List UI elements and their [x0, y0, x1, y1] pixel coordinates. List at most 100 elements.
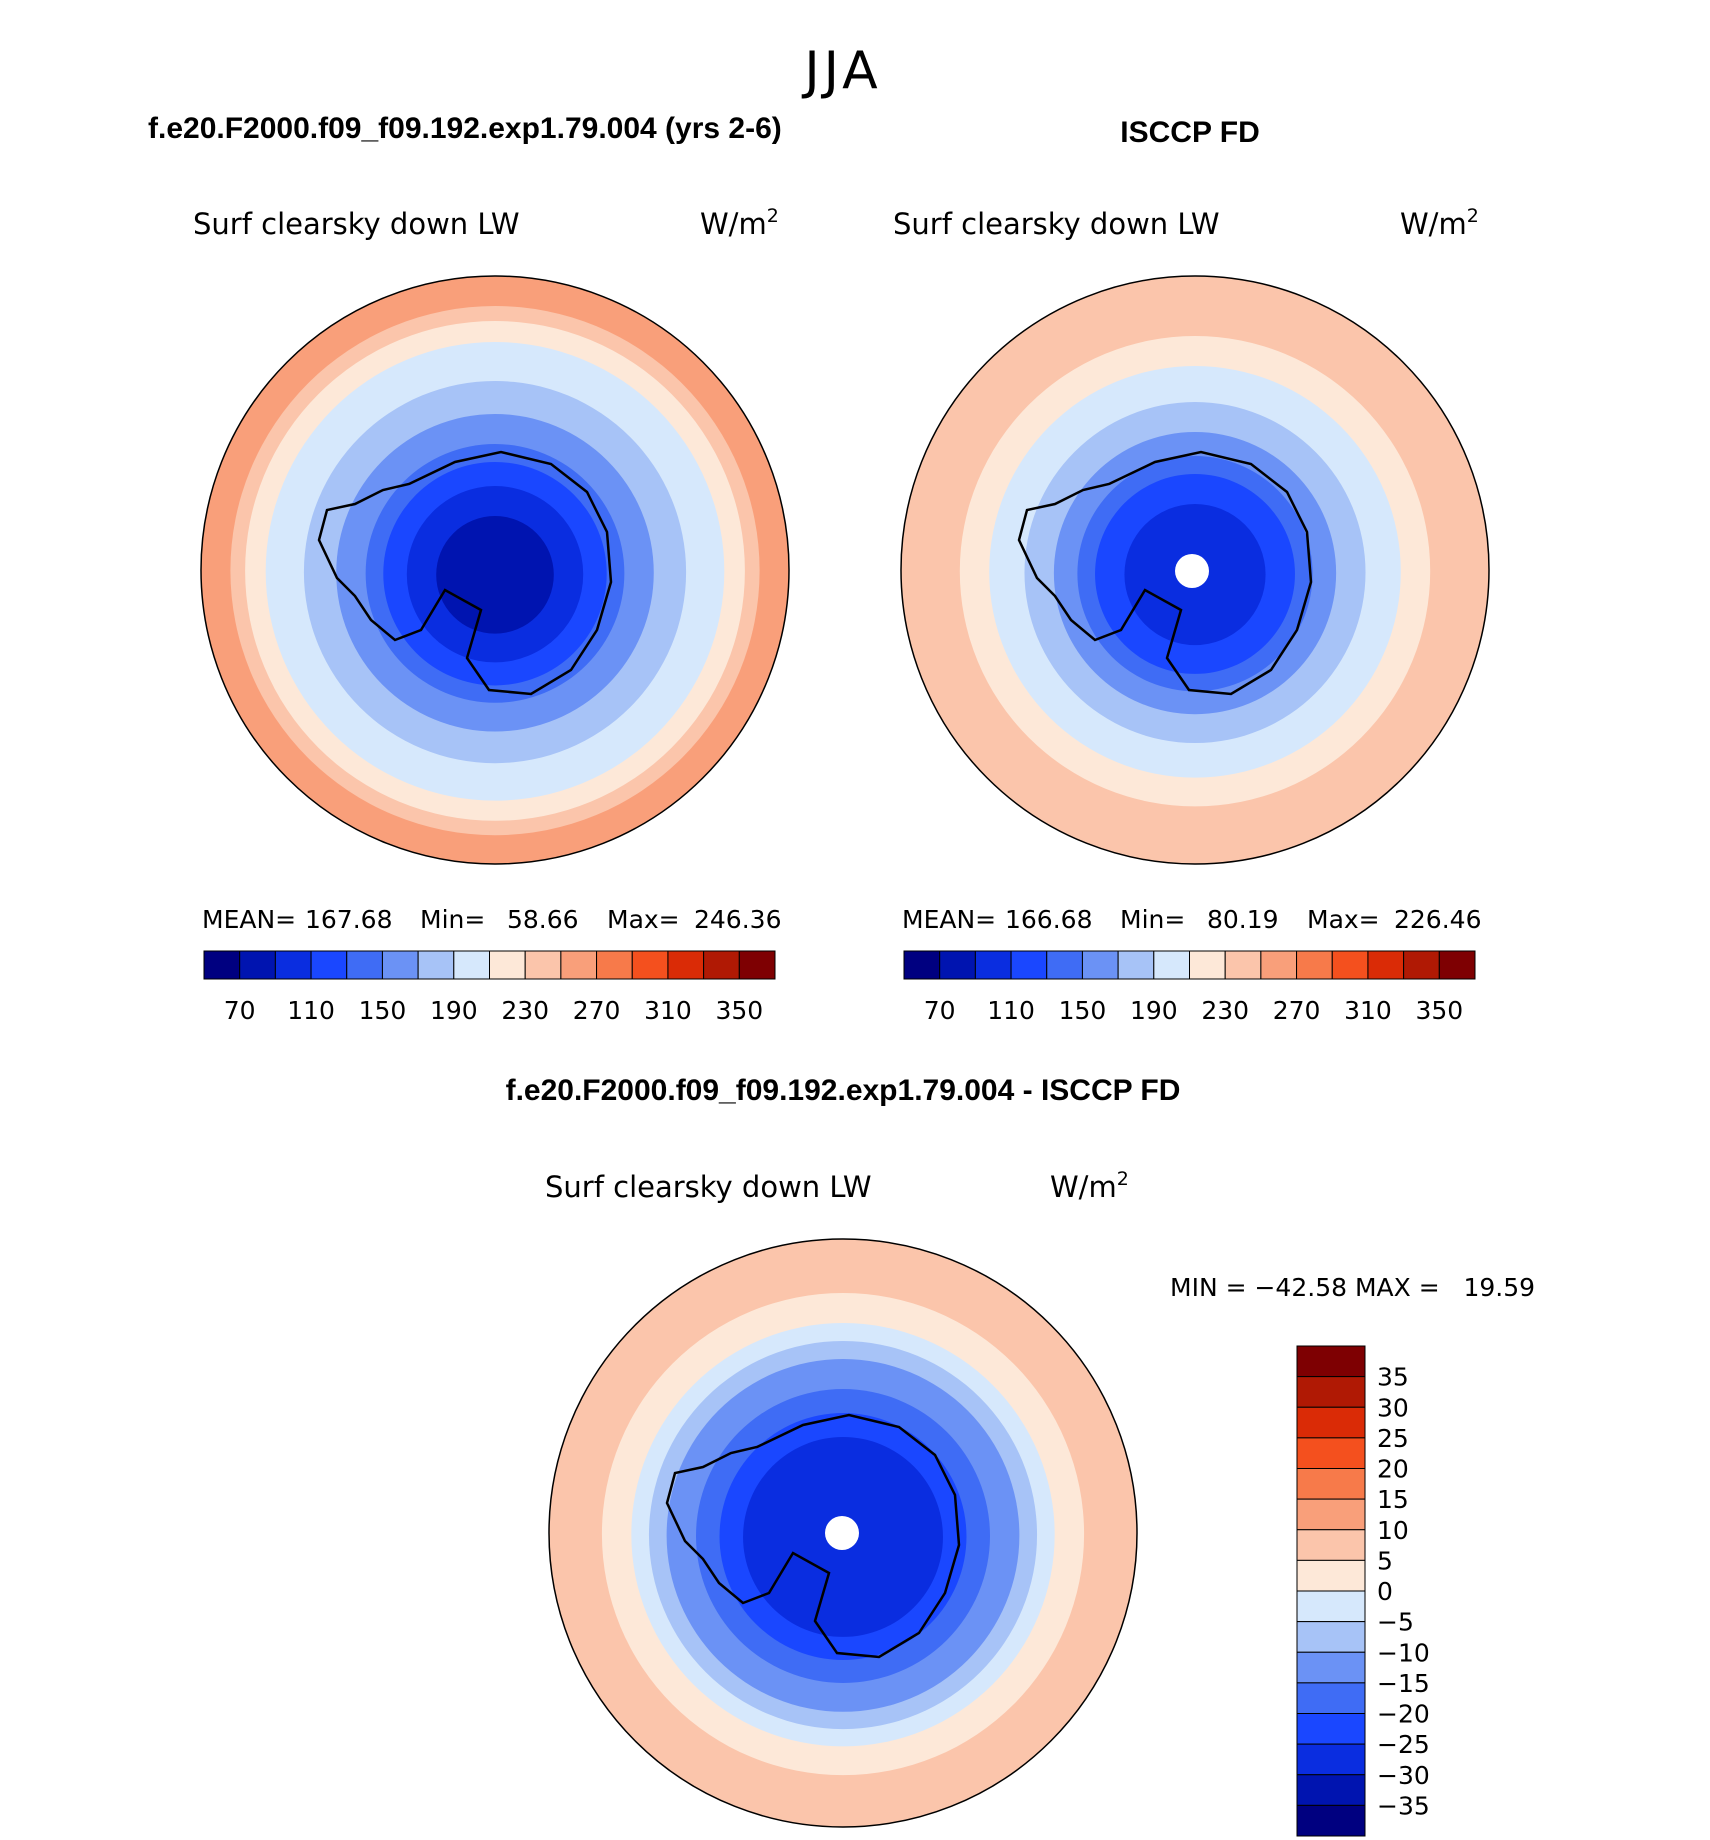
difference-colorbar-tick-label: 25: [1377, 1424, 1409, 1453]
obs-colorbar-tick-label: 310: [1344, 996, 1392, 1025]
obs-colorbar-swatch-9: [1224, 950, 1262, 980]
difference-colorbar-swatch-1: [1296, 1376, 1366, 1408]
obs-colorbar-tick-label: 70: [924, 996, 956, 1025]
difference-colorbar-tick-label: 5: [1377, 1546, 1393, 1575]
model-colorbar-swatch-3: [310, 950, 348, 980]
obs-units-label: W/m2: [1400, 205, 1479, 241]
obs-colorbar-swatch-0: [903, 950, 941, 980]
difference-variable-label: Surf clearsky down LW: [545, 1170, 872, 1204]
obs-colorbar-swatch-5: [1081, 950, 1119, 980]
obs-colorbar-swatch-3: [1010, 950, 1048, 980]
obs-colorbar-swatch-14: [1403, 950, 1440, 980]
model-colorbar-tick-label: 350: [715, 996, 763, 1025]
model-colorbar-swatch-1: [239, 950, 276, 980]
obs-colorbar-swatch-2: [974, 950, 1012, 980]
obs-panel-header: ISCCP FD: [1120, 116, 1259, 149]
obs-colorbar-swatch-7: [1153, 950, 1190, 980]
obs-colorbar-tick-label: 110: [987, 996, 1035, 1025]
obs-pole-hole: [1175, 554, 1209, 588]
model-colorbar-swatch-7: [453, 950, 490, 980]
obs-min-label: Min=: [1120, 905, 1185, 934]
obs-colorbar-tick-label: 190: [1130, 996, 1178, 1025]
obs-mean-label: MEAN=: [902, 905, 996, 934]
model-colorbar-swatch-4: [346, 950, 383, 980]
difference-colorbar-tick-label: −15: [1377, 1669, 1430, 1698]
model-contour-band-9: [436, 516, 554, 634]
model-panel-header: f.e20.F2000.f09_f09.192.exp1.79.004 (yrs…: [148, 112, 782, 145]
obs-colorbar: 70 110 150 190 230 270 310 350: [903, 950, 1476, 1025]
difference-colorbar-swatch-7: [1296, 1559, 1366, 1592]
obs-colorbar-swatch-1: [939, 950, 976, 980]
difference-colorbar-swatch-6: [1296, 1529, 1366, 1561]
obs-colorbar-swatch-12: [1331, 950, 1369, 980]
obs-colorbar-swatch-13: [1367, 950, 1405, 980]
obs-panel: ISCCP FD Surf clearsky down LW W/m2 MEAN…: [893, 116, 1490, 1025]
model-colorbar-swatch-8: [489, 950, 526, 980]
difference-colorbar-swatch-11: [1296, 1682, 1366, 1714]
obs-colorbar-tick-label: 230: [1201, 996, 1249, 1025]
model-colorbar-swatch-10: [560, 950, 598, 980]
obs-max-value: 226.46: [1394, 905, 1481, 934]
difference-colorbar-tick-label: 35: [1377, 1363, 1409, 1392]
difference-units-label: W/m2: [1050, 1168, 1129, 1204]
difference-panel: f.e20.F2000.f09_f09.192.exp1.79.004 - IS…: [506, 1074, 1535, 1837]
difference-colorbar-tick-label: −10: [1377, 1638, 1430, 1667]
model-mean-value: 167.68: [305, 905, 392, 934]
model-colorbar-tick-label: 150: [359, 996, 407, 1025]
obs-map-border: [900, 275, 1490, 865]
obs-colorbar-swatch-8: [1189, 950, 1226, 980]
difference-colorbar-tick-label: 15: [1377, 1485, 1409, 1514]
difference-colorbar-tick-label: 30: [1377, 1393, 1409, 1422]
obs-stats-line: MEAN= 166.68 Min= 80.19 Max= 226.46: [902, 905, 1481, 934]
season-title: JJA: [801, 41, 881, 101]
model-max-label: Max=: [607, 905, 680, 934]
obs-colorbar-tick-label: 150: [1059, 996, 1107, 1025]
obs-variable-label: Surf clearsky down LW: [893, 207, 1220, 241]
obs-map: [901, 276, 1489, 864]
model-colorbar-swatch-5: [381, 950, 419, 980]
obs-colorbar-tick-label: 350: [1415, 996, 1463, 1025]
obs-mean-value: 166.68: [1005, 905, 1092, 934]
obs-antarctica-coastline: [1017, 450, 1313, 696]
model-stats-line: MEAN= 167.68 Min= 58.66 Max= 246.36: [202, 905, 781, 934]
model-colorbar-tick-label: 270: [573, 996, 621, 1025]
model-colorbar-swatch-0: [203, 950, 241, 980]
difference-colorbar-swatch-8: [1296, 1590, 1366, 1623]
model-mean-label: MEAN=: [202, 905, 296, 934]
model-colorbar-swatch-15: [738, 950, 776, 980]
model-colorbar-swatch-2: [274, 950, 312, 980]
difference-minmax-label: MIN = −42.58 MAX = 19.59: [1170, 1273, 1535, 1302]
model-colorbar-tick-label: 110: [287, 996, 335, 1025]
difference-map: [549, 1239, 1137, 1827]
difference-colorbar-swatch-15: [1296, 1804, 1366, 1837]
difference-colorbar-tick-label: −25: [1377, 1730, 1430, 1759]
difference-pole-hole: [825, 1516, 859, 1550]
difference-map-border: [548, 1238, 1138, 1828]
difference-colorbar-tick-label: 10: [1377, 1516, 1409, 1545]
obs-colorbar-swatch-4: [1046, 950, 1083, 980]
model-min-value: 58.66: [507, 905, 579, 934]
model-colorbar-tick-label: 70: [224, 996, 256, 1025]
difference-colorbar-swatch-2: [1296, 1406, 1366, 1439]
obs-colorbar-tick-label: 270: [1273, 996, 1321, 1025]
difference-colorbar-swatch-4: [1296, 1468, 1366, 1500]
model-min-label: Min=: [420, 905, 485, 934]
model-antarctica-coastline: [317, 450, 613, 696]
difference-panel-header: f.e20.F2000.f09_f09.192.exp1.79.004 - IS…: [506, 1074, 1181, 1107]
difference-colorbar-tick-label: −20: [1377, 1700, 1430, 1729]
model-panel: f.e20.F2000.f09_f09.192.exp1.79.004 (yrs…: [148, 112, 790, 1025]
difference-colorbar-tick-label: 0: [1377, 1577, 1393, 1606]
obs-min-value: 80.19: [1207, 905, 1279, 934]
model-colorbar-swatch-11: [596, 950, 633, 980]
difference-colorbar-swatch-3: [1296, 1437, 1366, 1469]
difference-colorbar-swatch-10: [1296, 1651, 1366, 1684]
obs-colorbar-swatch-15: [1438, 950, 1476, 980]
obs-colorbar-swatch-11: [1296, 950, 1333, 980]
model-colorbar-tick-label: 190: [430, 996, 478, 1025]
model-colorbar-tick-label: 230: [501, 996, 549, 1025]
model-colorbar-swatch-13: [667, 950, 705, 980]
difference-colorbar-swatch-5: [1296, 1498, 1366, 1531]
difference-colorbar-tick-label: −30: [1377, 1761, 1430, 1790]
model-map-border: [200, 275, 790, 865]
obs-colorbar-swatch-6: [1117, 950, 1155, 980]
